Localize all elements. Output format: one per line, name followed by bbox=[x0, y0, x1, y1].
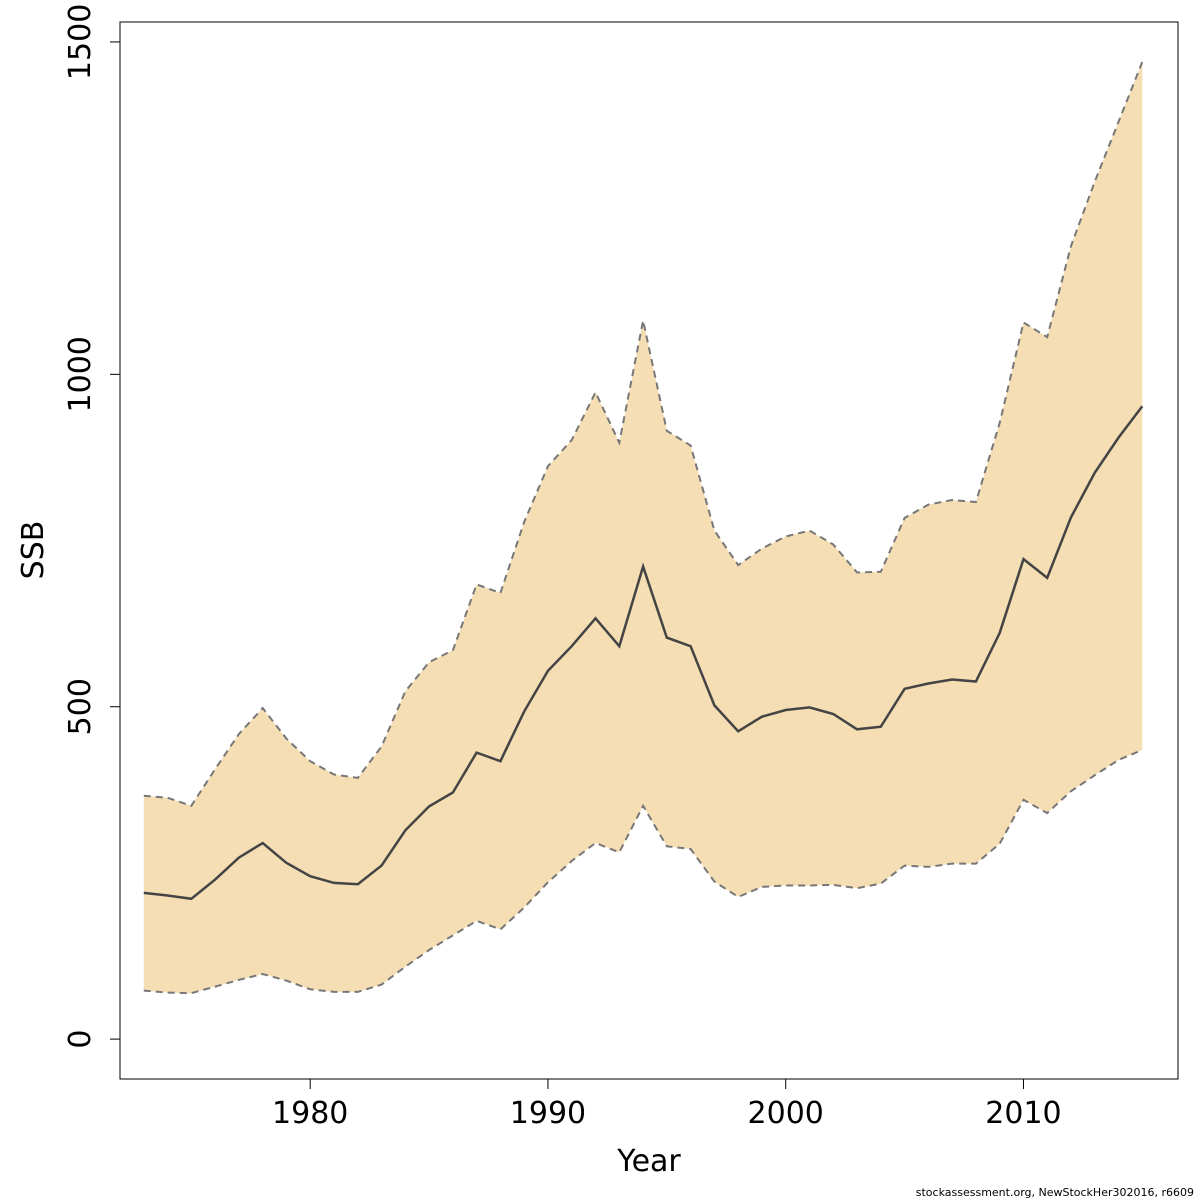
axes: 1980 1990 2000 2010 0 500 1000 1500 bbox=[63, 4, 1062, 1131]
y-axis-title: SSB bbox=[16, 521, 51, 580]
x-tick-label: 2000 bbox=[748, 1096, 824, 1131]
lower-bound-line bbox=[143, 748, 1143, 995]
estimate-line-layer bbox=[143, 61, 1144, 995]
ssb-estimate-line bbox=[143, 405, 1144, 901]
y-tick-label: 1000 bbox=[63, 336, 98, 412]
upper-bound-line bbox=[143, 61, 1144, 807]
x-tick-label: 1980 bbox=[272, 1096, 348, 1131]
footer-credit: stockassessment.org, NewStockHer302016, … bbox=[916, 1186, 1194, 1199]
confidence-band bbox=[143, 61, 1143, 994]
y-tick-label: 0 bbox=[63, 1030, 98, 1049]
confidence-band-layer bbox=[143, 61, 1143, 994]
y-tick-label: 500 bbox=[63, 678, 98, 735]
x-tick-label: 1990 bbox=[510, 1096, 586, 1131]
x-tick-label: 2010 bbox=[985, 1096, 1061, 1131]
y-tick-label: 1500 bbox=[63, 4, 98, 80]
x-axis-title: Year bbox=[616, 1144, 681, 1179]
